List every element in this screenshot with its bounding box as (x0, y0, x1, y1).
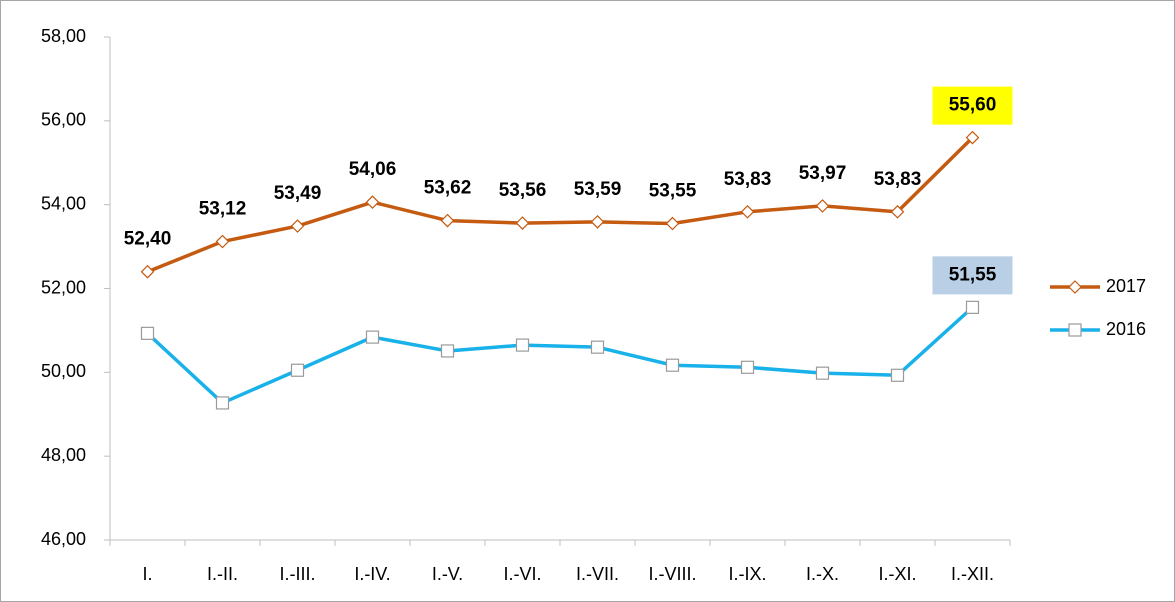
x-tick-label: I.-XI. (878, 564, 916, 584)
point-marker (965, 300, 980, 314)
data-label: 55,60 (949, 95, 997, 116)
point-marker (290, 219, 305, 233)
point-marker (140, 264, 155, 279)
point-marker (440, 344, 455, 358)
label-highlight (932, 86, 1013, 125)
point-marker (740, 360, 755, 374)
point-marker (290, 363, 305, 377)
data-label: 53,12 (199, 199, 247, 220)
data-label: 53,59 (574, 179, 622, 200)
x-tick-label: I.-III. (280, 564, 316, 584)
x-tick-label: I. (142, 564, 152, 584)
y-tick-label: 46,00 (41, 529, 86, 549)
x-tick-label: I.-XII. (951, 564, 994, 584)
data-label: 53,83 (724, 169, 772, 190)
point-marker (890, 368, 905, 382)
point-marker (515, 338, 530, 352)
point-marker (965, 130, 980, 145)
x-tick-label: I.-IV. (354, 564, 390, 584)
y-tick-label: 52,00 (41, 277, 86, 297)
point-marker (815, 366, 830, 380)
point-marker (140, 326, 155, 340)
point-marker (215, 234, 230, 249)
point-marker (740, 204, 755, 219)
data-label: 54,06 (349, 159, 397, 180)
data-label: 53,62 (424, 178, 472, 199)
data-label: 53,49 (274, 183, 322, 204)
series-line (146, 136, 974, 274)
point-marker (590, 215, 605, 229)
point-marker (365, 330, 380, 344)
data-label: 52,40 (124, 229, 172, 250)
legend-marker (1068, 280, 1082, 294)
y-tick-label: 50,00 (41, 361, 86, 381)
x-tick-label: I.-IX. (728, 564, 766, 584)
legend-label: 2016 (1106, 319, 1146, 339)
point-marker (515, 216, 530, 230)
point-marker (590, 340, 605, 354)
y-tick-label: 54,00 (41, 193, 86, 213)
series-line (146, 306, 974, 405)
data-label: 53,56 (499, 180, 547, 201)
legend-label: 2017 (1106, 276, 1146, 296)
data-label: 53,83 (874, 169, 922, 190)
data-label: 51,55 (949, 264, 997, 285)
x-tick-label: I.-VII. (576, 564, 619, 584)
x-tick-label: I.-VI. (503, 564, 541, 584)
y-tick-label: 58,00 (41, 26, 86, 46)
x-tick-label: I.-VIII. (648, 564, 696, 584)
data-label: 53,55 (649, 181, 697, 202)
point-marker (440, 213, 455, 228)
point-marker (890, 204, 905, 219)
x-tick-label: I.-II. (207, 564, 238, 584)
x-tick-label: I.-V. (432, 564, 463, 584)
point-marker (365, 195, 380, 210)
point-marker (815, 199, 830, 213)
y-tick-label: 56,00 (41, 110, 86, 130)
data-label: 53,97 (799, 163, 847, 184)
point-marker (215, 396, 230, 410)
x-tick-label: I.-X. (806, 564, 839, 584)
y-tick-label: 48,00 (41, 445, 86, 465)
label-highlight (932, 256, 1013, 295)
point-marker (665, 358, 680, 372)
legend-marker (1068, 323, 1082, 337)
point-marker (665, 216, 680, 231)
